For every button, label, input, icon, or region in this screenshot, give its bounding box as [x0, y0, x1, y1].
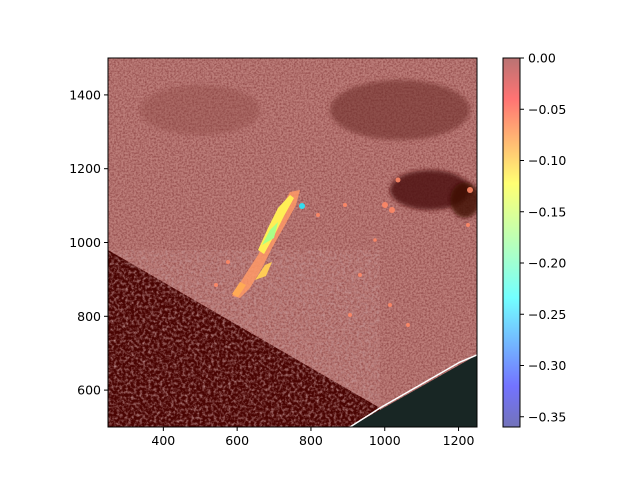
- colorbar-tick-label: 0.00: [528, 51, 556, 66]
- y-tick-label: 1000: [69, 235, 101, 250]
- colorbar-tick-label: −0.30: [528, 358, 566, 373]
- y-tick-label: 1200: [69, 161, 101, 176]
- colorbar-tick-label: −0.35: [528, 409, 566, 424]
- x-tick-label: 400: [151, 433, 175, 448]
- x-tick-label: 600: [225, 433, 249, 448]
- colorbar-tick-label: −0.25: [528, 307, 566, 322]
- y-tick-label: 1400: [69, 87, 101, 102]
- scattered-anomalies: [214, 177, 473, 327]
- y-axis: 600 800 1000 1200 1400: [69, 87, 108, 398]
- x-tick-label: 1000: [369, 433, 401, 448]
- y-tick-label: 800: [77, 309, 101, 324]
- x-tick-label: 1200: [443, 433, 475, 448]
- elongated-anomaly: [232, 190, 305, 298]
- y-tick-label: 600: [77, 383, 101, 398]
- colorbar-tick-label: −0.05: [528, 102, 566, 117]
- colorbar: 0.00 −0.05 −0.10 −0.15 −0.20 −0.25 −0.30 −0.35: [502, 51, 566, 428]
- colorbar-tick-label: −0.15: [528, 204, 566, 219]
- x-tick-label: 800: [299, 433, 323, 448]
- x-axis: 400 600 800 1000 1200: [151, 427, 475, 448]
- colorbar-tick-label: −0.10: [528, 153, 566, 168]
- colorbar-tick-label: −0.20: [528, 256, 566, 271]
- heatmap-image: [108, 58, 477, 427]
